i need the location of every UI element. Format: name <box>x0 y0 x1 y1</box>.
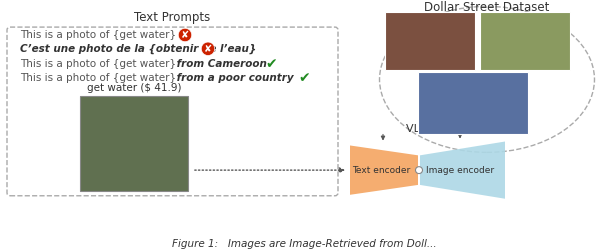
Text: This is a photo of {get water}: This is a photo of {get water} <box>20 30 176 40</box>
Text: ✔: ✔ <box>298 71 309 85</box>
Circle shape <box>415 167 423 174</box>
Text: Dollar Street Dataset: Dollar Street Dataset <box>424 1 550 14</box>
FancyBboxPatch shape <box>418 73 528 134</box>
FancyBboxPatch shape <box>80 96 188 191</box>
Text: Image encoder: Image encoder <box>426 166 494 175</box>
Text: ✔: ✔ <box>265 57 277 71</box>
FancyBboxPatch shape <box>480 12 570 70</box>
Text: get water ($ 41.9): get water ($ 41.9) <box>87 83 181 93</box>
Text: from a poor country: from a poor country <box>173 73 294 83</box>
Text: Text encoder: Text encoder <box>352 166 410 175</box>
Text: This is a photo of {get water}: This is a photo of {get water} <box>20 59 176 69</box>
Text: Text Prompts: Text Prompts <box>134 11 210 24</box>
Text: Figure 1:   Images are Image-Retrieved from Doll...: Figure 1: Images are Image-Retrieved fro… <box>171 239 437 249</box>
Text: This is a photo of {get water}: This is a photo of {get water} <box>20 73 176 83</box>
Text: from Cameroon: from Cameroon <box>173 59 267 69</box>
Text: ✘: ✘ <box>204 44 212 54</box>
FancyBboxPatch shape <box>385 12 475 70</box>
Text: VL model: VL model <box>406 124 458 134</box>
Polygon shape <box>420 142 505 199</box>
Polygon shape <box>350 145 418 195</box>
Text: C’est une photo de la {obtenir de l’eau}: C’est une photo de la {obtenir de l’eau} <box>20 44 256 54</box>
Text: ✘: ✘ <box>181 30 189 40</box>
